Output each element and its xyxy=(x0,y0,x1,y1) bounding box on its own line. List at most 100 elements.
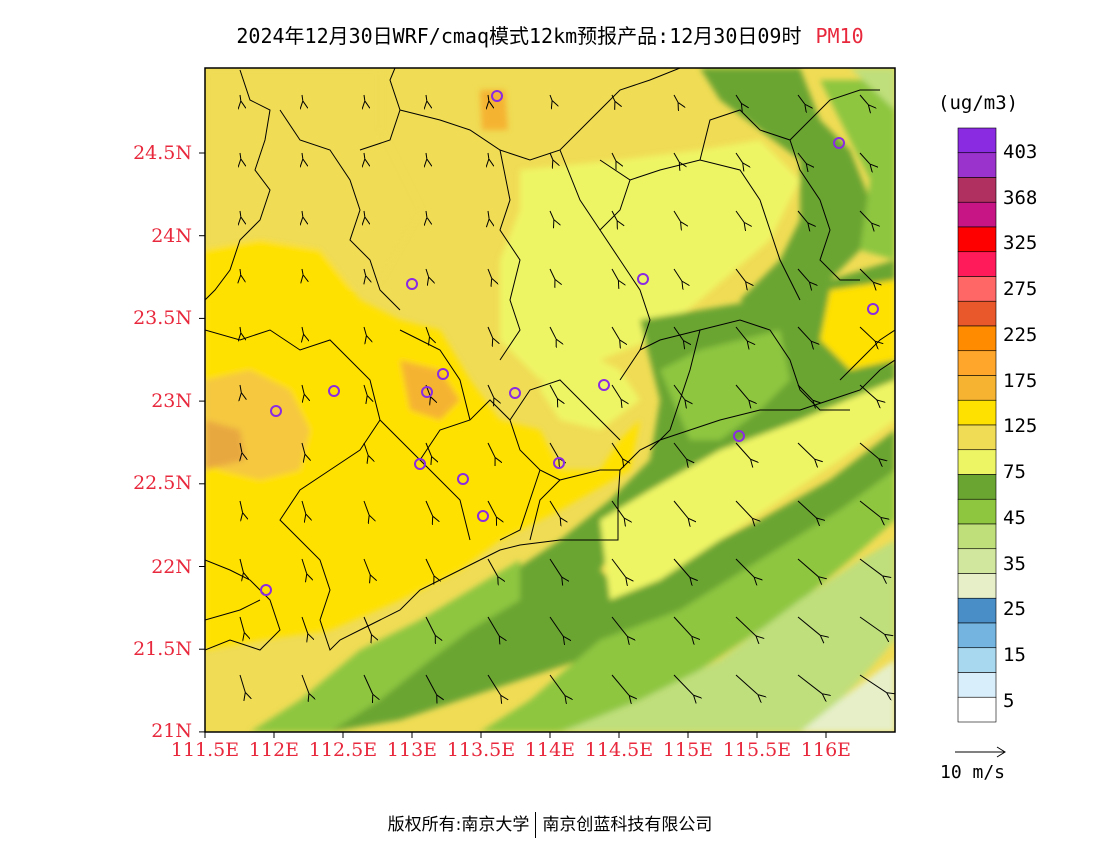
colorbar-bin xyxy=(957,350,997,376)
wind-arrow xyxy=(797,326,811,341)
wind-arrow xyxy=(239,558,243,573)
wind-arrow xyxy=(797,442,815,459)
colorbar-bin xyxy=(957,152,997,178)
wind-arrow xyxy=(859,442,879,459)
wind-arrow xyxy=(425,326,429,337)
wind-arrow xyxy=(302,94,303,101)
wind-arrow xyxy=(240,442,242,453)
wind-arrow xyxy=(797,384,813,400)
lat-label-24: 24N xyxy=(151,225,192,247)
colorbar-label-25: 25 xyxy=(1003,598,1026,620)
wind-arrow xyxy=(673,152,679,162)
wind-arrow xyxy=(487,616,499,636)
wind-arrow xyxy=(735,326,747,341)
wind-arrow xyxy=(425,268,429,277)
wind-arrow xyxy=(363,500,369,515)
wind-arrow xyxy=(549,558,562,577)
wind-arrow xyxy=(363,384,367,396)
wind-arrow xyxy=(301,674,309,693)
station-marker xyxy=(491,90,503,102)
concentration-field xyxy=(205,68,895,732)
wind-arrow xyxy=(611,152,616,161)
lat-label-22: 22N xyxy=(151,556,192,578)
wind-arrow xyxy=(549,152,553,160)
wind-arrow xyxy=(735,268,746,282)
wind-arrow xyxy=(611,558,626,577)
station-marker xyxy=(421,386,433,398)
wind-arrow xyxy=(363,616,371,635)
station-marker xyxy=(553,457,565,469)
lon-label-114: 114E xyxy=(524,739,576,761)
wind-arrow xyxy=(549,616,563,636)
colorbar-bin xyxy=(957,177,997,203)
colorbar-bin xyxy=(957,696,997,723)
wind-arrow xyxy=(239,500,243,513)
wind-arrow xyxy=(735,500,752,518)
title-main: 2024年12月30日WRF/cmaq模式12km预报产品:12月30日09时 xyxy=(236,24,802,48)
wind-arrow xyxy=(363,674,373,694)
wind-arrow xyxy=(611,384,621,399)
wind-arrow xyxy=(735,616,756,636)
footer-company: 南京创蓝科技有限公司 xyxy=(542,815,713,835)
wind-arrow xyxy=(859,268,873,282)
lon-label-113: 113E xyxy=(386,739,438,761)
footer-divider xyxy=(535,812,537,838)
lon-label-112: 112E xyxy=(248,739,300,761)
wind-arrow xyxy=(549,674,565,696)
wind-arrow xyxy=(363,558,370,575)
wind-arrow xyxy=(859,500,881,517)
wind-arrow xyxy=(239,674,245,692)
admin-borders xyxy=(205,68,895,651)
wind-arrow xyxy=(549,210,554,220)
colorbar-label-368: 368 xyxy=(1003,187,1038,209)
wind-arrow xyxy=(797,616,820,635)
wind-arrow xyxy=(301,442,305,454)
wind-arrow xyxy=(488,210,489,219)
lon-label-112-5: 112.5E xyxy=(308,739,378,761)
colorbar-unit: (ug/m3) xyxy=(938,92,1019,114)
colorbar-bin xyxy=(957,226,997,253)
lat-label-23-5: 23.5N xyxy=(133,307,192,329)
station-marker xyxy=(437,368,449,380)
wind-arrow xyxy=(859,384,877,400)
colorbar-bin xyxy=(957,251,997,277)
lat-label-21: 21N xyxy=(151,720,192,742)
wind-arrow xyxy=(487,674,501,695)
lon-label-115: 115E xyxy=(662,739,714,761)
lat-label-22-5: 22.5N xyxy=(133,472,192,494)
station-marker xyxy=(406,278,418,290)
wind-arrow xyxy=(797,500,816,518)
station-marker xyxy=(598,379,610,391)
wind-arrow xyxy=(302,326,304,334)
wind-arrow xyxy=(611,94,615,101)
wind-arrow xyxy=(611,268,618,280)
wind-arrow xyxy=(611,616,627,636)
station-marker xyxy=(414,458,426,470)
wind-arrow xyxy=(487,326,493,338)
wind-arrow xyxy=(426,94,427,101)
wind-reference-arrow xyxy=(955,746,1006,758)
footer-copyright: 版权所有:南京大学 xyxy=(387,815,530,835)
colorbar-label-75: 75 xyxy=(1003,461,1026,483)
wind-arrow xyxy=(487,442,495,457)
colorbar-bin xyxy=(957,597,997,624)
colorbar-bin xyxy=(957,647,997,673)
wind-arrow xyxy=(797,152,806,164)
colorbar-label-325: 325 xyxy=(1003,232,1038,254)
wind-arrow xyxy=(301,500,306,514)
wind-arrow xyxy=(673,384,685,400)
wind-arrow xyxy=(797,674,822,694)
colorbar-label-15: 15 xyxy=(1003,644,1026,666)
wind-arrow xyxy=(240,384,241,393)
colorbar-label-225: 225 xyxy=(1003,324,1038,346)
colorbar-bin xyxy=(957,474,997,500)
wind-arrow xyxy=(425,616,435,635)
colorbar-label-275: 275 xyxy=(1003,278,1038,300)
wind-arrow xyxy=(425,674,437,695)
wind-arrow xyxy=(425,558,434,576)
wind-arrow xyxy=(673,616,692,636)
wind-arrow xyxy=(240,210,241,217)
wind-arrow xyxy=(240,326,241,333)
colorbar-bin xyxy=(957,672,997,698)
wind-arrow xyxy=(735,384,749,400)
